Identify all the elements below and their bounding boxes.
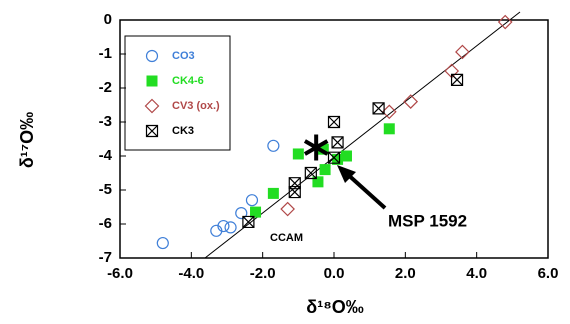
point xyxy=(381,104,397,120)
point xyxy=(327,151,341,164)
point xyxy=(331,136,344,149)
point xyxy=(372,102,385,115)
star-marker xyxy=(303,134,329,161)
point xyxy=(455,44,470,60)
point xyxy=(242,215,255,229)
y-tick-label: -2 xyxy=(99,79,112,96)
y-tick-label: -6 xyxy=(99,215,112,232)
point xyxy=(327,115,341,129)
legend-marker xyxy=(146,75,158,87)
x-tick-label: 0.0 xyxy=(324,265,345,282)
point xyxy=(267,139,280,152)
point xyxy=(340,150,352,162)
point xyxy=(217,219,230,233)
y-tick-label: -4 xyxy=(99,147,113,164)
point xyxy=(292,148,304,160)
annotation-arrow xyxy=(343,170,387,210)
point xyxy=(332,153,344,165)
point xyxy=(497,14,513,30)
legend-label: CK3 xyxy=(172,125,194,137)
x-tick-label: 4.0 xyxy=(466,265,487,282)
point xyxy=(383,123,395,135)
legend-label: CK4-6 xyxy=(172,75,204,87)
star-stroke xyxy=(303,139,329,156)
y-tick-label: -1 xyxy=(99,45,112,62)
ccam-label: CCAM xyxy=(270,232,303,244)
point xyxy=(235,207,248,220)
legend-marker xyxy=(145,49,159,63)
x-tick-label: 6.0 xyxy=(538,265,559,282)
legend-box xyxy=(124,35,231,151)
y-tick-label: -5 xyxy=(99,181,112,198)
y-tick-label: -7 xyxy=(99,249,112,266)
x-tick-label: -2.0 xyxy=(250,265,276,282)
point xyxy=(403,94,419,109)
point xyxy=(280,201,295,217)
x-tick-label: -6.0 xyxy=(107,265,133,282)
x-tick-label: -4.0 xyxy=(178,265,204,282)
point xyxy=(450,73,464,86)
point xyxy=(317,143,329,155)
point xyxy=(267,187,279,199)
point xyxy=(224,221,237,234)
arrow-head xyxy=(337,165,356,183)
x-axis-title: δ¹⁸O‰ xyxy=(306,297,363,317)
point xyxy=(304,166,317,180)
legend-marker xyxy=(144,98,160,114)
y-tick-label: -3 xyxy=(99,113,112,130)
point xyxy=(156,236,169,250)
legend-label: CV3 (ox.) xyxy=(172,100,220,112)
y-tick-label: 0 xyxy=(104,11,112,28)
annotation-label: MSP 1592 xyxy=(388,211,467,230)
legend-label: CO3 xyxy=(172,50,195,62)
legend-marker xyxy=(145,124,159,138)
point xyxy=(319,164,331,176)
y-axis-title: δ¹⁷O‰ xyxy=(17,112,37,168)
ccam-line xyxy=(204,11,521,259)
point xyxy=(245,194,259,207)
point xyxy=(250,206,262,218)
point xyxy=(312,176,324,188)
x-tick-label: 2.0 xyxy=(395,265,416,282)
point xyxy=(288,185,301,199)
